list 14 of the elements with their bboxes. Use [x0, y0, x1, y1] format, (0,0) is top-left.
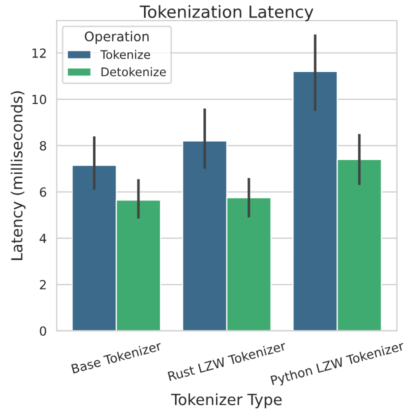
- y-tick-label: 2: [40, 280, 46, 290]
- y-axis-title: Latency (milliseconds): [10, 91, 26, 260]
- y-tick-label: 8: [40, 141, 46, 151]
- x-axis-title: Tokenizer Type: [171, 393, 282, 408]
- legend-title: Operation: [84, 31, 149, 44]
- x-tick-label: Base Tokenizer: [71, 340, 162, 374]
- y-tick-label: 12: [32, 48, 46, 58]
- legend-label: Tokenize: [100, 50, 150, 59]
- y-tick-label: 4: [40, 234, 46, 243]
- legend-label: Detokenize: [102, 67, 166, 76]
- chart-title: Tokenization Latency: [140, 5, 314, 22]
- y-tick-label: 10: [32, 94, 46, 104]
- y-tick-label: 6: [40, 187, 46, 197]
- y-tick-label: 0: [40, 326, 46, 336]
